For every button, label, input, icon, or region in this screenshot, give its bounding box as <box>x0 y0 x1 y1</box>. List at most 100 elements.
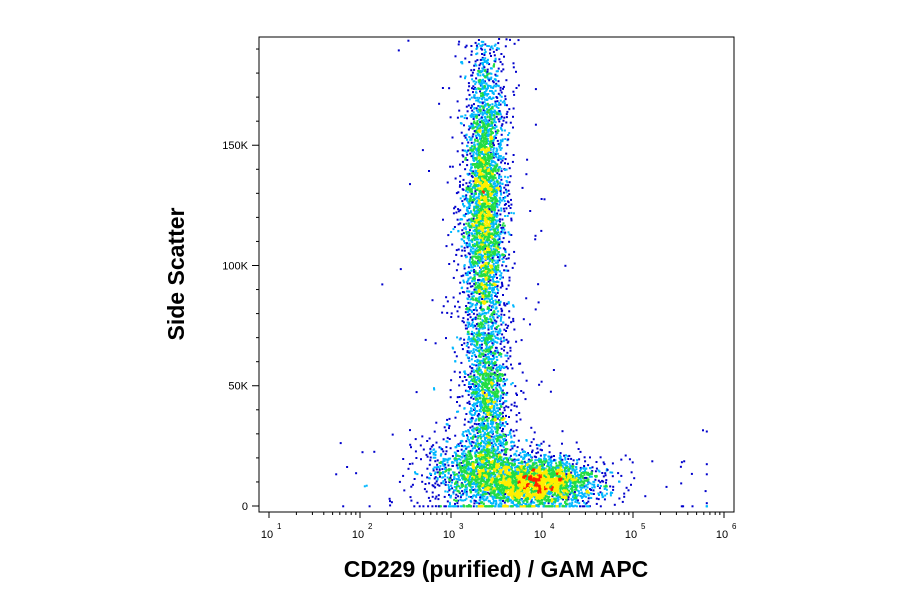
data-point <box>480 71 483 74</box>
data-point <box>473 279 476 282</box>
data-point <box>498 304 501 306</box>
data-point <box>491 204 493 207</box>
data-point <box>480 193 483 196</box>
data-point <box>492 443 495 446</box>
data-point <box>479 165 482 168</box>
data-point <box>471 220 474 223</box>
data-point <box>493 238 496 241</box>
data-point <box>499 198 502 201</box>
data-point <box>492 408 495 411</box>
data-point <box>633 477 636 480</box>
data-point <box>481 98 484 101</box>
data-point <box>487 269 490 272</box>
data-point <box>475 418 478 421</box>
data-point <box>493 218 496 221</box>
data-point <box>476 143 479 146</box>
data-point <box>479 393 482 396</box>
data-point <box>495 369 498 372</box>
data-point <box>497 188 500 191</box>
data-point <box>473 392 476 395</box>
data-point <box>498 38 501 40</box>
data-point <box>489 187 492 189</box>
data-point <box>517 84 520 87</box>
data-point <box>488 159 491 162</box>
data-point <box>479 363 482 366</box>
data-point <box>486 187 489 189</box>
data-point <box>483 315 486 317</box>
data-point <box>499 352 502 355</box>
data-point <box>476 115 479 118</box>
data-point <box>479 355 482 358</box>
data-point <box>475 99 478 102</box>
data-point <box>469 316 472 319</box>
data-point <box>474 188 477 191</box>
data-point <box>484 227 487 230</box>
data-point <box>489 219 492 222</box>
data-point <box>486 45 489 47</box>
data-point <box>498 328 501 331</box>
data-point <box>511 382 514 384</box>
data-point <box>501 253 504 256</box>
data-point <box>490 318 493 321</box>
data-point <box>478 256 481 259</box>
data-point <box>473 242 476 245</box>
data-point <box>478 353 481 356</box>
data-point <box>475 297 478 300</box>
data-point <box>487 268 490 271</box>
data-point <box>491 218 494 221</box>
data-point <box>491 431 494 434</box>
data-point <box>466 350 469 353</box>
data-point <box>522 502 525 504</box>
data-point <box>506 144 509 147</box>
data-point <box>471 277 474 280</box>
data-point <box>502 207 505 210</box>
data-point <box>476 165 478 167</box>
data-point <box>496 179 499 182</box>
data-point <box>494 192 497 195</box>
data-point <box>499 421 502 424</box>
data-point <box>478 105 481 108</box>
data-point <box>499 94 502 97</box>
data-point <box>480 186 483 189</box>
data-point <box>483 422 485 425</box>
data-point <box>500 276 503 279</box>
data-point <box>491 368 494 371</box>
data-point <box>484 202 487 205</box>
data-point <box>487 230 489 233</box>
data-point <box>460 275 463 278</box>
data-point <box>488 402 491 405</box>
data-point <box>473 269 476 271</box>
data-point <box>489 175 492 178</box>
data-point <box>476 150 479 153</box>
data-point <box>488 293 491 295</box>
data-point <box>492 255 495 257</box>
data-point <box>477 227 480 230</box>
data-point <box>488 454 491 457</box>
data-point <box>475 158 478 161</box>
data-point <box>469 305 472 308</box>
data-point <box>490 339 493 342</box>
data-point <box>475 196 478 199</box>
data-point <box>458 404 461 407</box>
data-point <box>484 170 487 173</box>
data-point <box>496 295 498 298</box>
data-point <box>486 115 489 118</box>
data-point <box>502 363 505 366</box>
data-point <box>479 315 482 318</box>
data-point <box>474 63 477 66</box>
data-point <box>501 241 504 244</box>
data-point <box>476 131 479 134</box>
data-point <box>487 265 490 268</box>
data-point <box>496 192 498 195</box>
data-point <box>475 157 478 160</box>
data-point <box>492 81 495 84</box>
data-point <box>491 251 494 254</box>
data-point <box>491 363 494 366</box>
data-point <box>490 143 493 146</box>
data-point <box>489 209 492 212</box>
data-point <box>520 339 523 342</box>
data-point <box>477 386 480 389</box>
data-point <box>481 188 483 191</box>
data-point <box>495 267 497 270</box>
data-point <box>470 266 473 269</box>
